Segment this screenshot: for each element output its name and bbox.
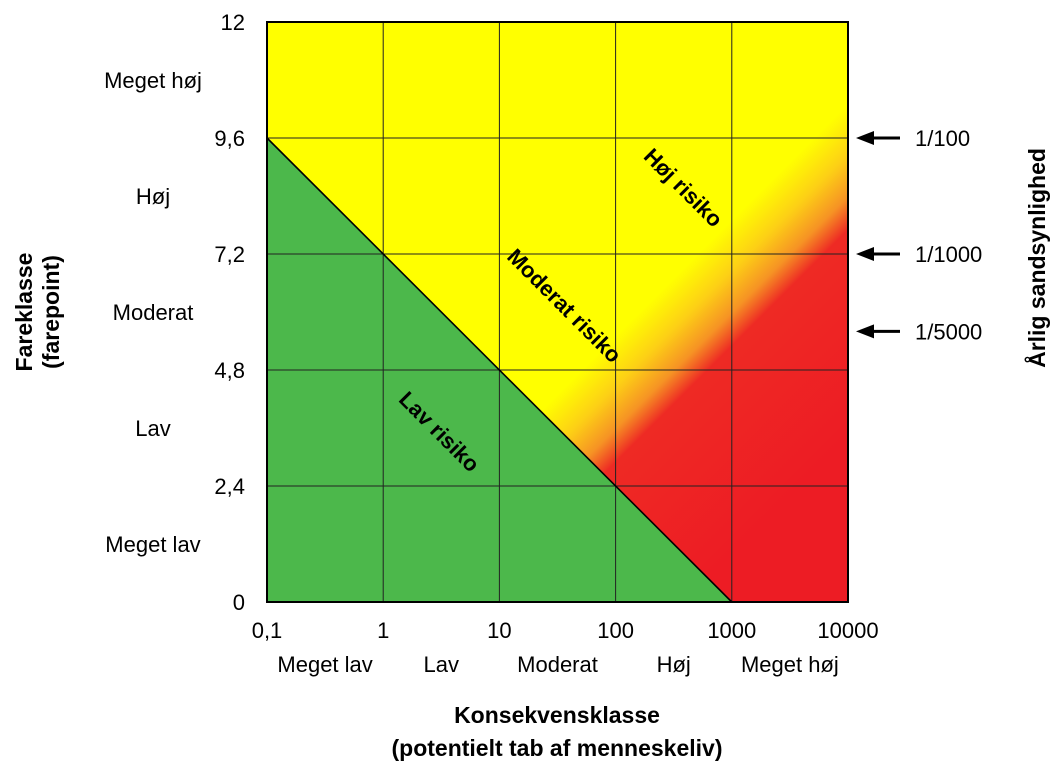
probability-label: 1/100 [915,126,970,151]
y-axis-title-line1: Fareklasse [11,253,37,372]
y-class-label: Moderat [113,300,194,325]
y-axis-title-line2: (farepoint) [38,255,64,369]
arrow-head-icon [856,324,874,339]
y-class-label: Meget lav [105,532,200,557]
probability-label: 1/5000 [915,319,982,344]
x-tick-label: 10 [487,618,511,643]
x-class-labels: Meget lav Lav Moderat Høj Meget høj [277,652,838,677]
y-class-label: Meget høj [104,68,202,93]
risk-boundary-line [266,137,733,603]
arrow-head-icon [856,247,874,261]
grid-lines [267,22,848,602]
x-class-label: Meget høj [741,652,839,677]
y-tick-label: 0 [233,590,245,615]
y-tick-label: 9,6 [214,126,245,151]
x-tick-label: 100 [597,618,634,643]
probability-label: 1/1000 [915,242,982,267]
y-axis-title: Fareklasse (farepoint) [11,253,64,372]
y-tick-label: 2,4 [214,474,245,499]
y-tick-label: 12 [221,10,245,35]
y-class-label: Lav [135,416,170,441]
y-tick-label: 4,8 [214,358,245,383]
right-axis-title: Årlig sandsynlighed [1023,148,1050,368]
y-class-label: Høj [136,184,170,209]
arrow-head-icon [856,131,874,145]
x-tick-label: 1 [377,618,389,643]
x-class-label: Meget lav [277,652,372,677]
x-class-label: Lav [424,652,459,677]
plot-area [266,21,849,603]
x-tick-labels: 0,1 1 10 100 1000 10000 [252,618,879,643]
x-class-label: Moderat [517,652,598,677]
x-class-label: Høj [657,652,691,677]
x-tick-label: 0,1 [252,618,283,643]
x-axis-title-line2: (potentielt tab af menneskeliv) [391,735,722,761]
probability-markers: 1/100 1/1000 1/5000 [856,126,982,344]
y-tick-labels: 12 9,6 7,2 4,8 2,4 0 [214,10,245,615]
x-axis-title-line1: Konsekvensklasse [454,702,660,728]
y-class-labels: Meget høj Høj Moderat Lav Meget lav [104,68,202,557]
x-tick-label: 1000 [707,618,756,643]
plot-frame [266,21,849,603]
y-tick-label: 7,2 [214,242,245,267]
x-tick-label: 10000 [817,618,878,643]
